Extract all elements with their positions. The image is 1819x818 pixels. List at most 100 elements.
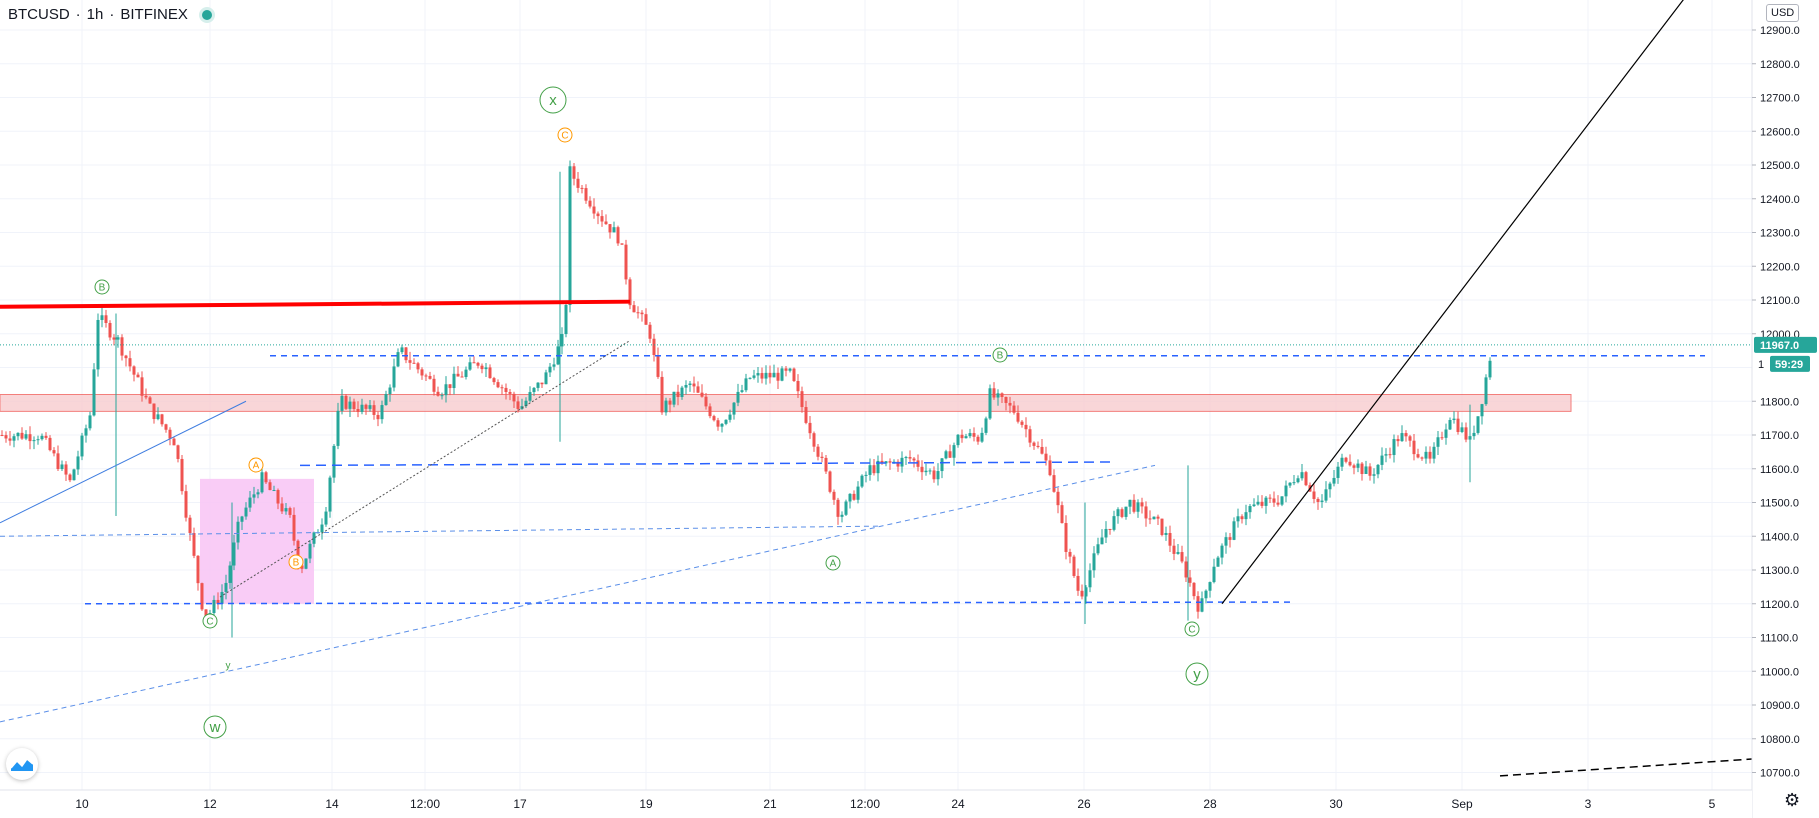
candle (1100, 529, 1104, 545)
candle (1440, 431, 1444, 441)
candle (164, 423, 168, 433)
candle-body (1348, 461, 1352, 466)
candle-body (28, 434, 32, 442)
candle-body (996, 393, 1000, 398)
candle-body (1372, 474, 1376, 476)
wave-label-text: y (1193, 666, 1201, 683)
time-tick-label: 12 (203, 797, 217, 811)
candle (1232, 517, 1236, 541)
candle-body (200, 583, 204, 610)
candle-body (372, 405, 376, 415)
candle (344, 394, 348, 410)
candle (1144, 501, 1148, 527)
candle (568, 160, 572, 313)
tradingview-logo-icon[interactable] (6, 748, 38, 780)
candle (1272, 491, 1276, 507)
candle-body (1144, 506, 1148, 519)
candle-body (1356, 463, 1360, 468)
candle-body (1416, 454, 1420, 458)
wave-label-text: C (561, 131, 568, 142)
candle-body (716, 420, 720, 427)
candle-body (1384, 454, 1388, 456)
candle-body (1168, 533, 1172, 546)
time-tick-label: 24 (951, 797, 965, 811)
candle (1216, 555, 1220, 567)
wave-label: B (94, 279, 110, 295)
candle-body (1192, 582, 1196, 597)
level-line (84, 601, 1293, 605)
candle (152, 403, 156, 424)
candle-body (1244, 512, 1248, 520)
wave-label: C (557, 127, 573, 143)
candle-body (268, 482, 272, 491)
candle (552, 357, 556, 371)
candle-body (884, 461, 888, 464)
candle (692, 376, 696, 393)
candle-body (308, 543, 312, 559)
candle-body (496, 382, 500, 388)
countdown-badge (1770, 355, 1810, 372)
gear-icon[interactable]: ⚙ (1784, 790, 1801, 810)
candle (1060, 501, 1064, 524)
candle (1056, 487, 1060, 514)
candle-body (144, 395, 148, 398)
candle-body (1388, 454, 1392, 456)
candle (120, 334, 124, 361)
candle (1016, 405, 1020, 424)
candle (720, 423, 724, 433)
candle-body (640, 312, 644, 315)
candle-body (1236, 516, 1240, 522)
candle (1400, 425, 1404, 442)
candle-body (1196, 596, 1200, 612)
candle-body (1404, 433, 1408, 437)
candle-body (508, 392, 512, 394)
price-tick-label: 12300.0 (1760, 228, 1800, 240)
candle-body (460, 376, 464, 378)
candle (1224, 532, 1228, 554)
candle-body (1460, 427, 1464, 432)
candle-body (192, 533, 196, 556)
candle-body (652, 338, 656, 356)
candle-body (8, 438, 12, 441)
symbol-header[interactable]: BTCUSD · 1h · BITFINEX (8, 6, 212, 23)
header-separator: · (75, 6, 81, 23)
candle-body (1456, 418, 1460, 432)
candle-body (436, 391, 440, 396)
price-tick-label: 11100.0 (1760, 633, 1798, 645)
candle-body (384, 394, 388, 406)
candle (1068, 548, 1072, 564)
channel-line (1221, 0, 1684, 605)
candle (632, 300, 636, 313)
candle-body (364, 404, 368, 409)
candle (1136, 499, 1140, 518)
candle (960, 429, 964, 443)
candle-body (820, 456, 824, 458)
candle-body (1364, 466, 1368, 474)
candle-body (944, 451, 948, 459)
candle-body (244, 507, 248, 517)
candle (424, 373, 428, 381)
candle-body (764, 372, 768, 379)
candle-body (280, 503, 284, 512)
candle-body (576, 178, 580, 188)
candle-body (108, 322, 112, 338)
wave-label: A (825, 555, 841, 571)
candle-body (912, 458, 916, 461)
candle (760, 367, 764, 384)
candle (636, 306, 640, 319)
time-tick-label: 10 (75, 797, 89, 811)
candle-body (704, 396, 708, 407)
candle (1344, 456, 1348, 464)
candle (820, 452, 824, 463)
candle-body (1064, 523, 1068, 552)
currency-badge[interactable]: USD (1766, 4, 1800, 22)
wave-label-circle (992, 347, 1008, 363)
wave-label: C (1184, 621, 1200, 637)
interval-label[interactable]: 1h (86, 6, 104, 23)
candle-body (56, 453, 60, 470)
candle (592, 198, 596, 219)
candle-body (688, 383, 692, 385)
candle-body (184, 491, 188, 518)
candle-body (160, 414, 164, 425)
